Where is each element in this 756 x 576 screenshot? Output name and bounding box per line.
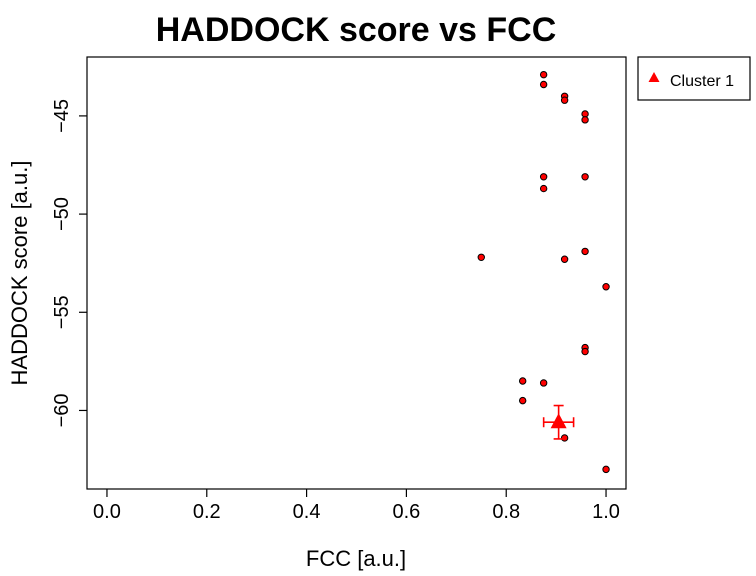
data-point xyxy=(518,396,527,405)
data-point xyxy=(581,247,589,256)
x-tick-label: 0.6 xyxy=(393,501,421,523)
y-tick-label: −50 xyxy=(51,197,73,231)
x-tick-label: 0.4 xyxy=(293,501,321,523)
x-tick-label: 1.0 xyxy=(592,501,620,523)
data-point xyxy=(539,379,548,387)
data-point xyxy=(602,465,610,474)
x-tick-label: 0.2 xyxy=(193,501,221,523)
x-tick-label: 0.0 xyxy=(93,501,121,523)
legend-triangle-icon xyxy=(648,72,660,82)
y-axis-label: HADDOCK score [a.u.] xyxy=(7,161,32,386)
y-tick-label: −55 xyxy=(51,295,73,329)
chart-title: HADDOCK score vs FCC xyxy=(156,11,557,49)
cluster-summary-marker xyxy=(542,404,575,440)
data-point xyxy=(581,347,589,356)
data-points xyxy=(477,70,610,474)
data-point xyxy=(560,255,569,263)
data-point xyxy=(539,80,548,89)
data-point xyxy=(539,173,548,181)
legend-entry: Cluster 1 xyxy=(670,73,734,90)
legend: Cluster 1 xyxy=(637,56,751,101)
y-tick-label: −45 xyxy=(51,99,73,133)
data-point xyxy=(560,434,569,442)
data-point xyxy=(539,184,548,193)
x-tick-label: 0.8 xyxy=(492,501,520,523)
y-tick-label: −60 xyxy=(51,393,73,427)
y-axis: −60 −55 −50 −45 xyxy=(51,99,87,427)
x-axis: 0.0 0.2 0.4 0.6 0.8 1.0 xyxy=(93,489,620,523)
summary-triangle-icon xyxy=(550,413,567,429)
data-point xyxy=(581,173,589,181)
data-point xyxy=(477,253,485,261)
plot-frame xyxy=(86,56,627,490)
data-point xyxy=(602,283,610,291)
data-point xyxy=(518,377,527,385)
data-point xyxy=(560,96,569,104)
data-point xyxy=(581,116,589,124)
data-point xyxy=(539,70,548,79)
x-axis-label: FCC [a.u.] xyxy=(306,546,406,571)
